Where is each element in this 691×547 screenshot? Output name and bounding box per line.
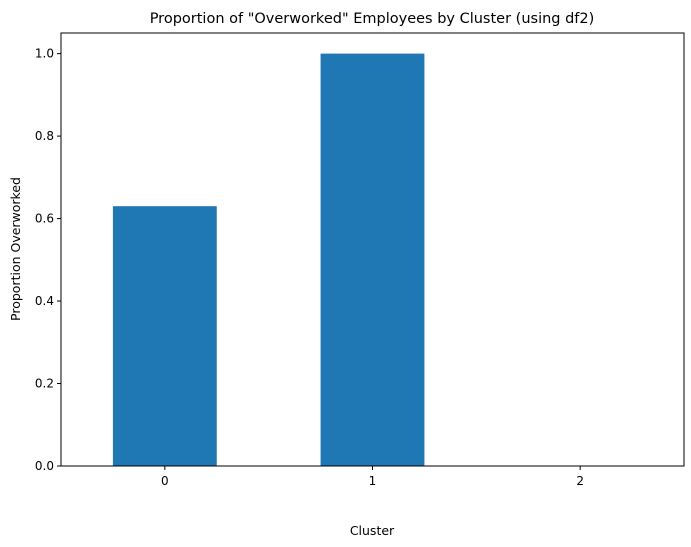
bar-cluster-0 bbox=[112, 206, 217, 466]
y-tick-label: 0.6 bbox=[35, 212, 54, 226]
x-axis-label: Cluster bbox=[350, 523, 395, 538]
y-tick-label: 0.8 bbox=[35, 129, 54, 143]
bars-group bbox=[112, 53, 425, 467]
y-axis-label: Proportion Overworked bbox=[8, 177, 23, 321]
x-axis: 0 1 2 bbox=[161, 466, 584, 488]
y-tick-label: 0.0 bbox=[35, 459, 54, 473]
x-tick-label: 2 bbox=[576, 474, 584, 488]
y-axis: 0.0 0.2 0.4 0.6 0.8 1.0 bbox=[35, 47, 61, 473]
chart-title: Proportion of "Overworked" Employees by … bbox=[150, 11, 595, 27]
y-tick-label: 0.4 bbox=[35, 294, 54, 308]
bar-cluster-1 bbox=[320, 53, 425, 467]
y-tick-label: 1.0 bbox=[35, 47, 54, 61]
x-tick-label: 1 bbox=[369, 474, 377, 488]
y-tick-label: 0.2 bbox=[35, 377, 54, 391]
x-tick-label: 0 bbox=[161, 474, 169, 488]
